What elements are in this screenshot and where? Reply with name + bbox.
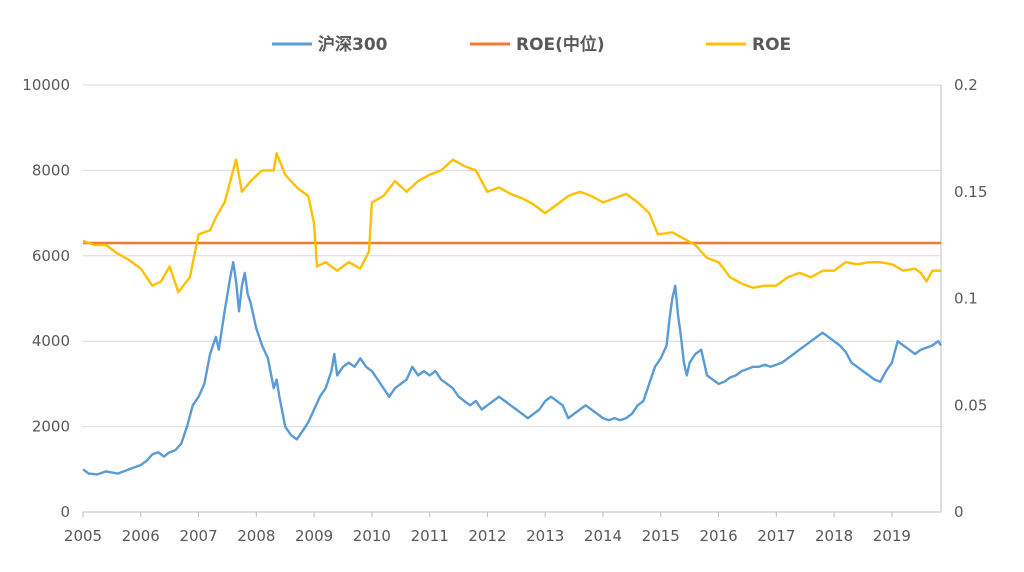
- x-tick-label: 2013: [526, 527, 564, 545]
- right-tick-label: 0.2: [954, 76, 978, 94]
- x-tick-label: 2018: [815, 527, 853, 545]
- left-tick-label: 0: [60, 503, 70, 521]
- x-tick-label: 2012: [468, 527, 506, 545]
- left-tick-label: 10000: [22, 76, 70, 94]
- right-tick-label: 0: [954, 503, 964, 521]
- x-tick-label: 2010: [353, 527, 391, 545]
- series-line-2: [82, 152, 941, 294]
- left-tick-label: 4000: [32, 332, 70, 350]
- legend-label: ROE: [752, 35, 791, 55]
- right-tick-label: 0.1: [954, 290, 978, 308]
- x-tick-label: 2007: [179, 527, 217, 545]
- left-tick-label: 8000: [32, 161, 70, 179]
- gridlines: [83, 84, 942, 513]
- x-tick-label: 2016: [699, 527, 737, 545]
- series-lines: [82, 152, 942, 476]
- x-tick-label: 2015: [642, 527, 680, 545]
- x-tick-label: 2005: [64, 527, 102, 545]
- right-tick-label: 0.05: [954, 396, 987, 414]
- x-tick-label: 2011: [411, 527, 449, 545]
- x-tick-label: 2017: [757, 527, 795, 545]
- x-axis-ticks: 2005 2006 2007 2008 2009 2010 2011 2012 2013 2014…: [64, 512, 911, 545]
- x-tick-label: 2006: [122, 527, 160, 545]
- left-axis-ticks: 0 2000 4000 6000 8000 10000: [22, 76, 70, 521]
- x-tick-label: 2019: [873, 527, 911, 545]
- x-tick-label: 2014: [584, 527, 622, 545]
- series-line-0: [82, 261, 942, 476]
- legend-label: 沪深300: [318, 34, 388, 55]
- x-tick-label: 2009: [295, 527, 333, 545]
- right-axis-ticks: 0 0.05 0.1 0.15 0.2: [954, 76, 987, 521]
- left-tick-label: 2000: [32, 418, 70, 436]
- legend: 沪深300 ROE(中位) ROE: [272, 34, 791, 55]
- right-tick-label: 0.15: [954, 183, 987, 201]
- legend-label: ROE(中位): [516, 34, 605, 55]
- left-tick-label: 6000: [32, 247, 70, 265]
- x-tick-label: 2008: [237, 527, 275, 545]
